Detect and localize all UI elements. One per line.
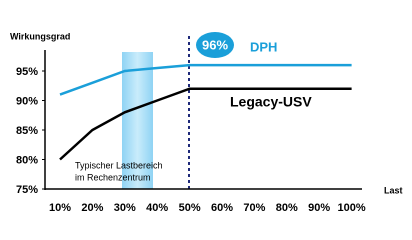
y-tick-label: 80% [16,154,38,166]
legend-label: DPH [250,39,277,54]
y-tick-label: 75% [16,184,38,196]
y-tick-label: 90% [16,95,38,107]
badge [196,32,234,58]
y-tick-label: 95% [16,66,38,78]
annotation: 96% [202,37,228,52]
load-range-highlight [122,52,153,189]
y-axis-label: Wirkungsgrad [10,31,70,41]
x-tick-label: 30% [114,202,136,214]
x-tick-label: 100% [338,202,366,214]
series-line [59,63,352,96]
annotation: Typischer Lastbereich [75,160,163,170]
annotation: im Rechenzentrum [75,172,151,182]
x-tick-label: 50% [179,202,201,214]
x-tick-label: 60% [211,202,233,214]
x-tick-label: 90% [308,202,330,214]
x-tick-label: 20% [81,202,103,214]
series-line [59,87,352,161]
x-tick-label: 10% [49,202,71,214]
y-tick-label: 85% [16,125,38,137]
x-tick-label: 40% [146,202,168,214]
x-tick-label: 80% [276,202,298,214]
x-tick-label: 70% [243,202,265,214]
x-axis-label: Last [384,185,403,195]
legend-label: Legacy-USV [230,94,312,110]
